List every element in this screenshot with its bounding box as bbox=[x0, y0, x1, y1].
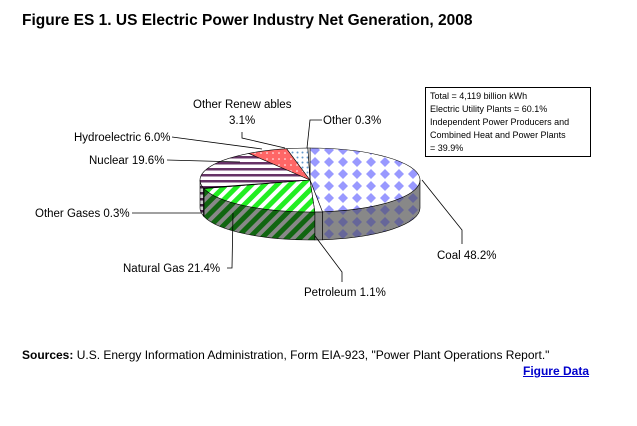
leader-nuclear bbox=[166, 159, 241, 163]
label-other-renewables-value: 3.1% bbox=[229, 115, 255, 127]
note-line: Electric Utility Plants = 60.1% bbox=[430, 104, 548, 114]
leader-other bbox=[306, 119, 322, 149]
pie-slice-coal bbox=[309, 147, 421, 213]
leader-petroleum bbox=[314, 235, 343, 282]
leader-other-renewables bbox=[241, 132, 286, 149]
sources-text: U.S. Energy Information Administration, … bbox=[73, 348, 550, 362]
label-petroleum: Petroleum 1.1% bbox=[304, 287, 386, 299]
leader-natural-gas bbox=[227, 212, 234, 269]
figure-data-link[interactable]: Figure Data bbox=[522, 364, 589, 378]
sources-note: Sources: U.S. Energy Information Adminis… bbox=[22, 348, 549, 362]
label-other-renewables: Other Renew ables bbox=[193, 99, 292, 111]
label-hydroelectric: Hydroelectric 6.0% bbox=[74, 132, 171, 144]
note-line: Independent Power Producers and bbox=[430, 117, 570, 127]
sources-label: Sources: bbox=[22, 348, 74, 362]
note-line: Total = 4,119 billion kWh bbox=[430, 91, 528, 101]
label-nuclear: Nuclear 19.6% bbox=[89, 155, 164, 167]
label-other: Other 0.3% bbox=[323, 115, 381, 127]
pie-slice-natural-gas bbox=[203, 179, 316, 213]
leader-coal bbox=[421, 179, 463, 244]
leader-hydro bbox=[171, 136, 263, 150]
note-line: = 39.9% bbox=[430, 143, 464, 153]
label-coal: Coal 48.2% bbox=[437, 250, 496, 262]
figure-title: Figure ES 1. US Electric Power Industry … bbox=[22, 12, 473, 29]
pie-slice-other bbox=[307, 147, 311, 181]
totals-note-box: Total = 4,119 billion kWh Electric Utili… bbox=[425, 87, 591, 157]
note-line: Combined Heat and Power Plants bbox=[430, 130, 566, 140]
label-natural-gas: Natural Gas 21.4% bbox=[123, 263, 220, 275]
label-other-gases: Other Gases 0.3% bbox=[35, 208, 130, 220]
pie-side-petroleum bbox=[314, 211, 323, 241]
